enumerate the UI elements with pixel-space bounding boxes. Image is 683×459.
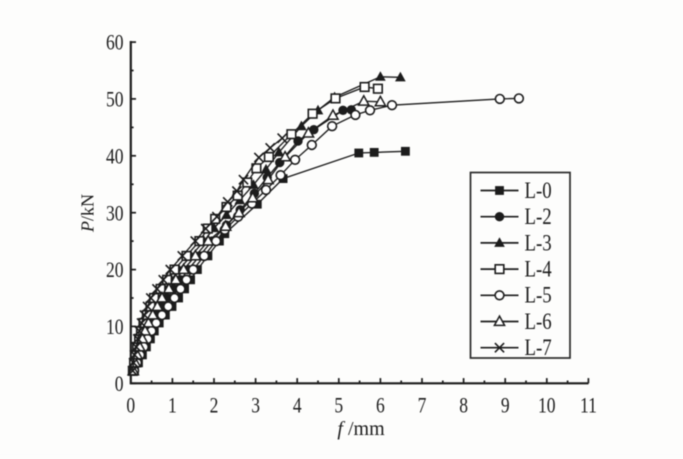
svg-text:6: 6	[376, 394, 385, 419]
svg-text:5: 5	[334, 394, 343, 419]
svg-text:40: 40	[106, 144, 124, 169]
svg-text:30: 30	[106, 201, 124, 226]
svg-text:L-5: L-5	[525, 282, 552, 308]
svg-text:8: 8	[459, 394, 468, 419]
svg-text:1: 1	[168, 394, 177, 419]
svg-text:P/kN: P/kN	[78, 194, 98, 233]
svg-text:9: 9	[501, 394, 510, 419]
svg-text:60: 60	[106, 31, 124, 56]
svg-text:L-3: L-3	[525, 230, 552, 256]
svg-text:7: 7	[418, 394, 427, 419]
svg-text:50: 50	[106, 88, 124, 113]
svg-text:L-7: L-7	[525, 334, 552, 360]
svg-text:4: 4	[293, 394, 302, 419]
svg-text:10: 10	[538, 394, 556, 419]
svg-text:3: 3	[251, 394, 260, 419]
svg-text:f /mm: f /mm	[337, 418, 385, 440]
svg-text:20: 20	[106, 258, 124, 283]
svg-text:L-6: L-6	[525, 308, 552, 334]
svg-text:11: 11	[580, 394, 597, 419]
svg-text:2: 2	[210, 394, 219, 419]
svg-text:L-0: L-0	[525, 177, 552, 203]
svg-text:0: 0	[126, 394, 135, 419]
svg-text:L-2: L-2	[525, 203, 552, 229]
svg-text:10: 10	[106, 315, 124, 340]
svg-text:L-4: L-4	[525, 256, 553, 282]
svg-text:0: 0	[115, 372, 124, 397]
